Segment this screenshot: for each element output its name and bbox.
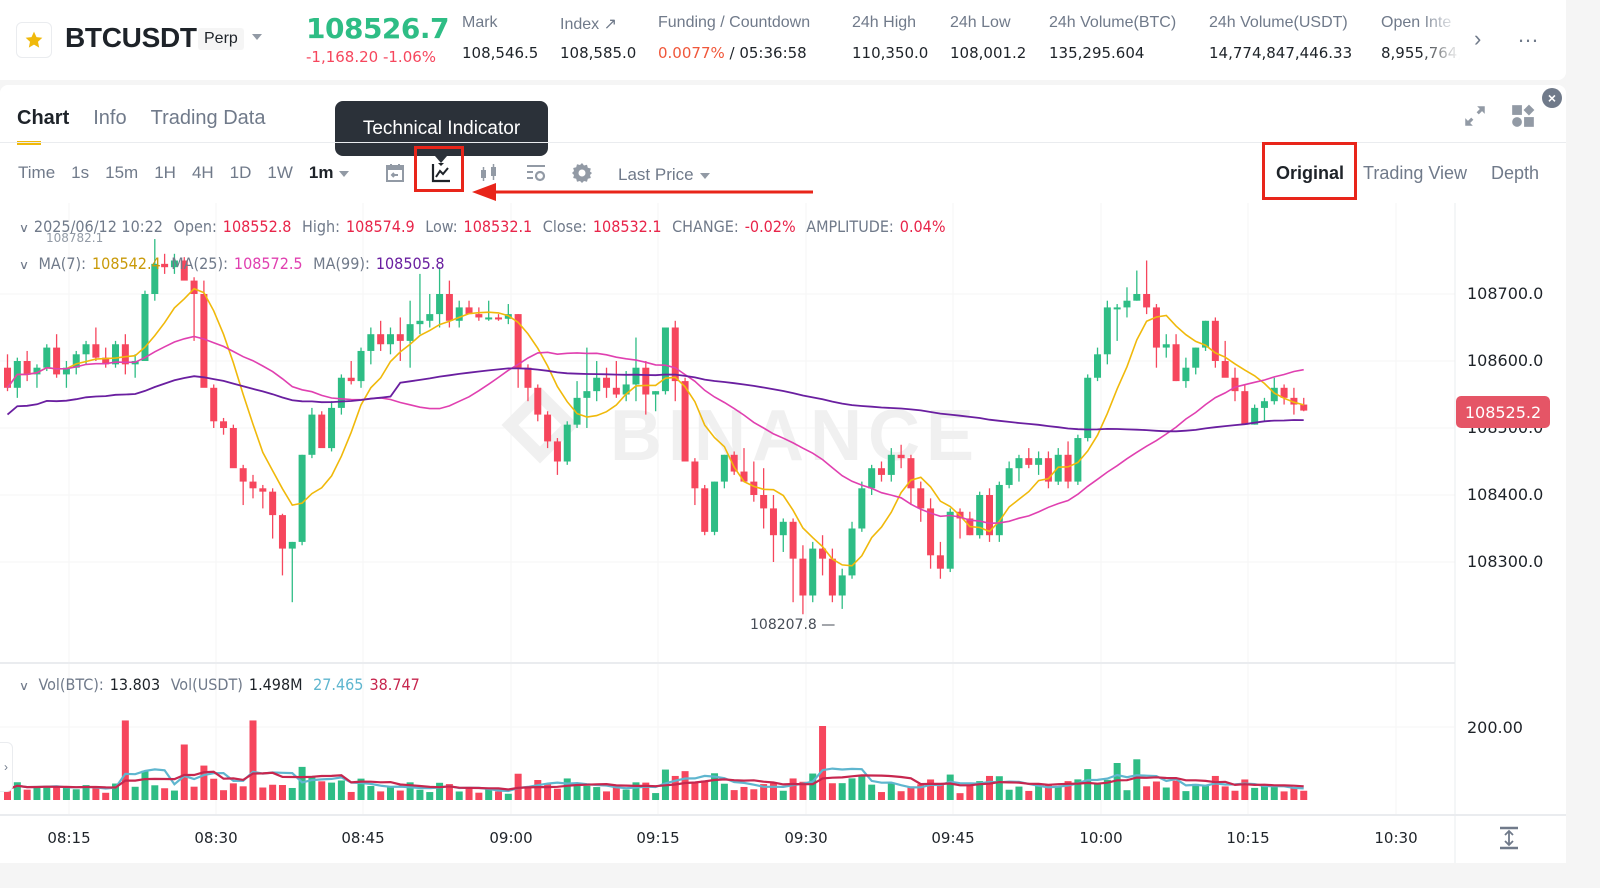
chevron-down-icon[interactable]: ∨ xyxy=(18,221,30,235)
stat-24h-volume-usdt: 24h Volume(USDT) 14,774,847,446.33 xyxy=(1209,14,1353,62)
technical-indicator-icon[interactable] xyxy=(429,161,453,185)
more-icon[interactable]: … xyxy=(1517,22,1540,47)
x-axis-label: 10:15 xyxy=(1226,829,1270,847)
interval-15m[interactable]: 15m xyxy=(105,163,139,182)
price-change: -1,168.20 -1.06% xyxy=(306,48,437,66)
chevron-down-icon xyxy=(699,172,710,179)
contract-type-badge: Perp xyxy=(198,28,244,50)
last-price: 108526.7 xyxy=(306,12,450,45)
expand-sidebar-icon[interactable]: › xyxy=(0,742,13,792)
stat-24h-volume-btc: 24h Volume(BTC) 135,295.604 xyxy=(1049,14,1177,62)
stat-funding: Funding / Countdown 0.0077% / 05:36:58 xyxy=(658,14,811,62)
stat-mark: Mark 108,546.5 xyxy=(462,14,539,62)
view-trading-view[interactable]: Trading View xyxy=(1363,163,1468,183)
stats-fade xyxy=(1420,10,1470,70)
interval-toolbar: Time 1s 15m 1H 4H 1D 1W 1m xyxy=(18,163,365,183)
view-original[interactable]: Original xyxy=(1276,163,1345,183)
interval-4h[interactable]: 4H xyxy=(191,163,214,182)
y-axis-label: 108600.0 xyxy=(1467,351,1544,370)
y-axis-label: 108300.0 xyxy=(1467,552,1544,571)
volume-legend: ∨ Vol(BTC): 13.803 Vol(USDT) 1.498M 27.465… xyxy=(18,675,420,694)
stat-24h-low: 24h Low 108,001.2 xyxy=(950,14,1027,62)
auto-fit-icon[interactable] xyxy=(1498,826,1520,850)
funding-countdown: / 05:36:58 xyxy=(724,44,807,62)
close-icon[interactable]: × xyxy=(1542,88,1562,108)
ma-legend: ∨ MA(7): 108542.4 MA(25): 108572.5 MA(99):… xyxy=(18,254,445,273)
interval-selected[interactable]: 1m xyxy=(309,163,350,183)
x-axis-label: 08:15 xyxy=(47,829,91,847)
x-axis-label: 09:15 xyxy=(636,829,680,847)
volume-y-axis-label: 200.00 xyxy=(1467,718,1523,737)
gear-icon[interactable] xyxy=(570,161,594,185)
high-marker: 108782.1 xyxy=(46,231,104,245)
y-axis-label: 108700.0 xyxy=(1467,284,1544,303)
layout-icon[interactable] xyxy=(1510,103,1536,129)
x-axis-label: 10:00 xyxy=(1079,829,1123,847)
chevron-down-icon[interactable]: ∨ xyxy=(18,679,30,693)
y-axis-label: 108400.0 xyxy=(1467,485,1544,504)
chart-panel: Chart Info Trading Data Technical Indica… xyxy=(0,85,1566,863)
indicator-highlight xyxy=(414,146,464,192)
interval-time[interactable]: Time xyxy=(18,163,56,182)
candle-style-icon[interactable] xyxy=(477,161,501,185)
calendar-icon[interactable] xyxy=(383,161,407,185)
x-axis-label: 08:45 xyxy=(341,829,385,847)
star-icon xyxy=(25,31,43,48)
panel-tabs: Chart Info Trading Data xyxy=(17,107,266,145)
chevron-down-icon[interactable]: ∨ xyxy=(18,258,30,272)
annotation-arrow xyxy=(472,183,813,201)
x-axis-label: 09:00 xyxy=(489,829,533,847)
x-axis-label: 09:45 xyxy=(931,829,975,847)
divider xyxy=(0,142,1566,143)
chevron-down-icon xyxy=(339,170,350,177)
ticker-header: BTCUSDT Perp 108526.7 -1,168.20 -1.06% M… xyxy=(0,0,1566,80)
display-settings-icon[interactable] xyxy=(524,161,548,185)
symbol-dropdown-icon[interactable] xyxy=(252,34,262,40)
tab-trading-data[interactable]: Trading Data xyxy=(150,107,266,129)
tab-chart[interactable]: Chart xyxy=(17,107,70,145)
x-axis-label: 10:30 xyxy=(1374,829,1418,847)
scroll-right-icon[interactable]: › xyxy=(1474,26,1482,51)
ohlc-legend: ∨ 2025/06/12 10:22 Open: 108552.8 High: 108… xyxy=(18,217,946,236)
low-marker: 108207.8 — xyxy=(750,617,836,633)
original-view-highlight xyxy=(1262,142,1357,200)
stat-index[interactable]: Index ↗ 108,585.0 xyxy=(560,16,637,62)
interval-1h[interactable]: 1H xyxy=(154,163,176,182)
x-axis-label: 08:30 xyxy=(194,829,238,847)
current-price-tag: 108525.2 xyxy=(1456,396,1550,428)
x-axis-label: 09:30 xyxy=(784,829,828,847)
view-depth[interactable]: Depth xyxy=(1491,163,1540,183)
favorite-button[interactable] xyxy=(16,22,52,58)
symbol-name[interactable]: BTCUSDT xyxy=(65,22,197,53)
interval-1w[interactable]: 1W xyxy=(267,163,293,182)
candlestick-chart[interactable]: BINANCE xyxy=(0,118,1566,863)
tab-info[interactable]: Info xyxy=(93,107,127,129)
price-type-dropdown[interactable]: Last Price xyxy=(618,165,710,185)
svg-text:BINANCE: BINANCE xyxy=(610,396,980,476)
funding-rate: 0.0077% xyxy=(658,44,725,62)
interval-1s[interactable]: 1s xyxy=(71,163,90,182)
interval-1d[interactable]: 1D xyxy=(229,163,252,182)
fullscreen-icon[interactable] xyxy=(1462,103,1488,129)
stat-24h-high: 24h High 110,350.0 xyxy=(852,14,929,62)
